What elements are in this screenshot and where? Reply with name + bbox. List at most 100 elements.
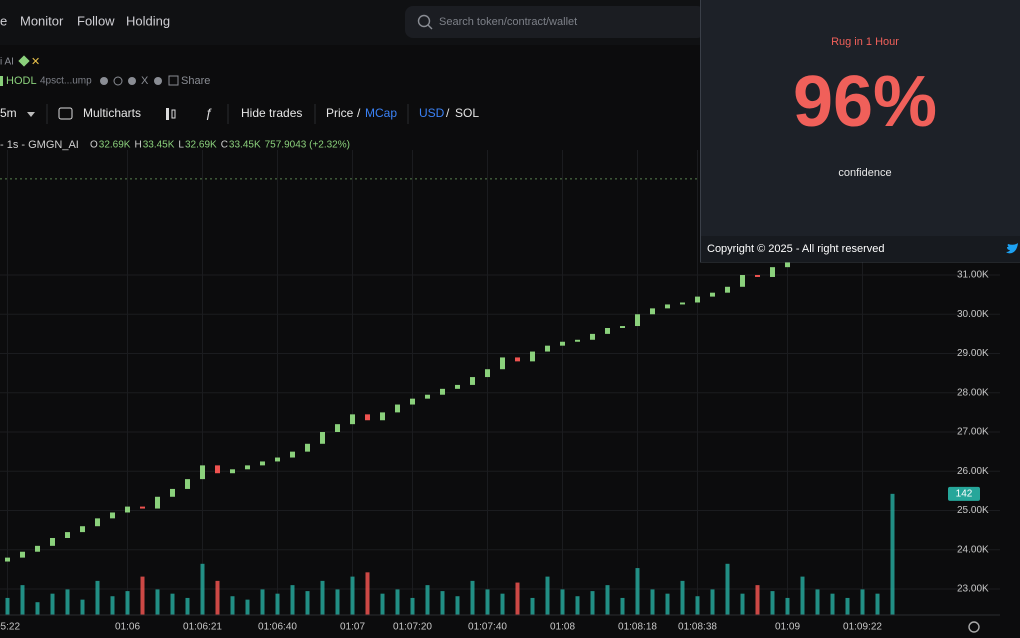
volume-bar xyxy=(785,597,790,615)
candle xyxy=(470,377,475,385)
nav-item[interactable]: e xyxy=(0,13,7,28)
y-tick-label: 27.00K xyxy=(957,427,989,438)
price-toggle[interactable]: Price xyxy=(326,106,354,120)
volume-bar xyxy=(605,585,610,615)
fx-icon[interactable]: ƒ xyxy=(205,105,212,120)
x-icon[interactable]: X xyxy=(141,75,149,87)
x-tick-label: 01:08:18 xyxy=(618,622,657,633)
token-address[interactable]: 4psct...ump xyxy=(40,76,92,87)
volume-bar xyxy=(290,585,295,615)
candle xyxy=(350,414,355,425)
y-tick-label: 30.00K xyxy=(957,309,989,320)
y-tick-label: 23.00K xyxy=(957,584,989,595)
overlay-caption: confidence xyxy=(838,167,891,179)
nav-item[interactable]: Follow xyxy=(77,13,115,28)
search-icon[interactable] xyxy=(113,76,123,86)
candle xyxy=(695,296,700,303)
candle xyxy=(410,398,415,405)
link-icon[interactable] xyxy=(128,77,136,85)
candle xyxy=(20,551,25,558)
candle xyxy=(755,275,760,277)
candle xyxy=(545,345,550,352)
volume-bar xyxy=(380,593,385,615)
candle xyxy=(50,537,55,546)
volume-bar xyxy=(245,599,250,615)
dropdown-caret[interactable] xyxy=(27,112,35,117)
volume-bar xyxy=(200,563,205,615)
multicharts-button[interactable]: Multicharts xyxy=(83,106,141,120)
volume-bar xyxy=(35,602,40,615)
share-button[interactable]: Share xyxy=(181,75,210,87)
volume-bar xyxy=(740,593,745,615)
candle xyxy=(35,545,40,552)
volume-bar xyxy=(425,585,430,615)
candle xyxy=(395,404,400,413)
y-tick-label: 24.00K xyxy=(957,544,989,555)
sol-toggle[interactable]: SOL xyxy=(455,106,479,120)
indicator-icon[interactable] xyxy=(171,109,176,119)
candle xyxy=(140,506,145,509)
volume-bar xyxy=(335,589,340,615)
volume-bar xyxy=(20,585,25,615)
volume-bar xyxy=(140,576,145,615)
usd-toggle[interactable]: USD xyxy=(419,106,445,120)
volume-bar xyxy=(65,589,70,615)
y-tick-label: 25.00K xyxy=(957,505,989,516)
nav-item[interactable]: Holding xyxy=(126,13,170,28)
volume-bar xyxy=(320,580,325,615)
legend-value: 32.69K xyxy=(185,140,217,151)
candle xyxy=(230,469,235,474)
volume-bar xyxy=(155,589,160,615)
twitter-icon[interactable] xyxy=(1006,243,1018,254)
separator-text: / xyxy=(446,106,450,120)
volume-bar xyxy=(485,589,490,615)
volume-bar xyxy=(230,596,235,615)
mcap-toggle[interactable]: MCap xyxy=(365,106,397,120)
candle xyxy=(200,465,205,480)
separator-text: / xyxy=(357,106,361,120)
volume-bar xyxy=(365,572,370,615)
search-icon xyxy=(427,24,433,30)
nav-item[interactable]: Monitor xyxy=(20,13,64,28)
candle xyxy=(650,308,655,315)
volume-bar xyxy=(515,582,520,615)
candle xyxy=(5,557,10,562)
copy-icon[interactable] xyxy=(100,77,108,85)
volume-bar xyxy=(170,593,175,615)
volume-bar xyxy=(815,589,820,615)
indicator-icon[interactable] xyxy=(166,108,169,120)
candle xyxy=(635,314,640,327)
legend: O 32.69K H 33.45K L 32.69K C 33.45K 757.9043 (+2… xyxy=(90,140,350,151)
settings-icon[interactable] xyxy=(968,621,980,633)
candle xyxy=(215,465,220,474)
overlay-value: 96% xyxy=(793,62,937,142)
volume-bar xyxy=(620,597,625,615)
volume-bar xyxy=(665,593,670,615)
candle xyxy=(125,506,130,513)
candle xyxy=(290,451,295,458)
legend-change: 757.9043 (+2.32%) xyxy=(265,140,350,151)
share-icon[interactable] xyxy=(168,75,179,86)
legend-label: H xyxy=(134,140,141,151)
legend-symbol: - 1s - GMGN_AI xyxy=(0,139,79,151)
interval-button[interactable]: 5m xyxy=(0,106,17,120)
volume-bar xyxy=(575,596,580,615)
search-box[interactable] xyxy=(405,6,705,38)
token-icon xyxy=(18,55,30,67)
x-tick-label: 01:07:20 xyxy=(393,622,432,633)
candle xyxy=(455,384,460,389)
hide-trades-button[interactable]: Hide trades xyxy=(241,106,302,120)
volume-bar xyxy=(545,576,550,615)
volume-bar xyxy=(275,593,280,615)
volume-bar xyxy=(725,563,730,615)
volume-bar xyxy=(440,591,445,615)
candle xyxy=(95,518,100,527)
volume-label: 142 xyxy=(956,488,973,499)
copyright: Copyright © 2025 - All right reserved xyxy=(707,243,884,255)
web-icon[interactable] xyxy=(154,77,162,85)
candle xyxy=(605,328,610,334)
legend-value: 33.45K xyxy=(143,140,175,151)
volume-label-bg xyxy=(948,486,980,501)
volume-bar xyxy=(590,591,595,615)
x-tick-label: 01:06 xyxy=(115,622,140,633)
